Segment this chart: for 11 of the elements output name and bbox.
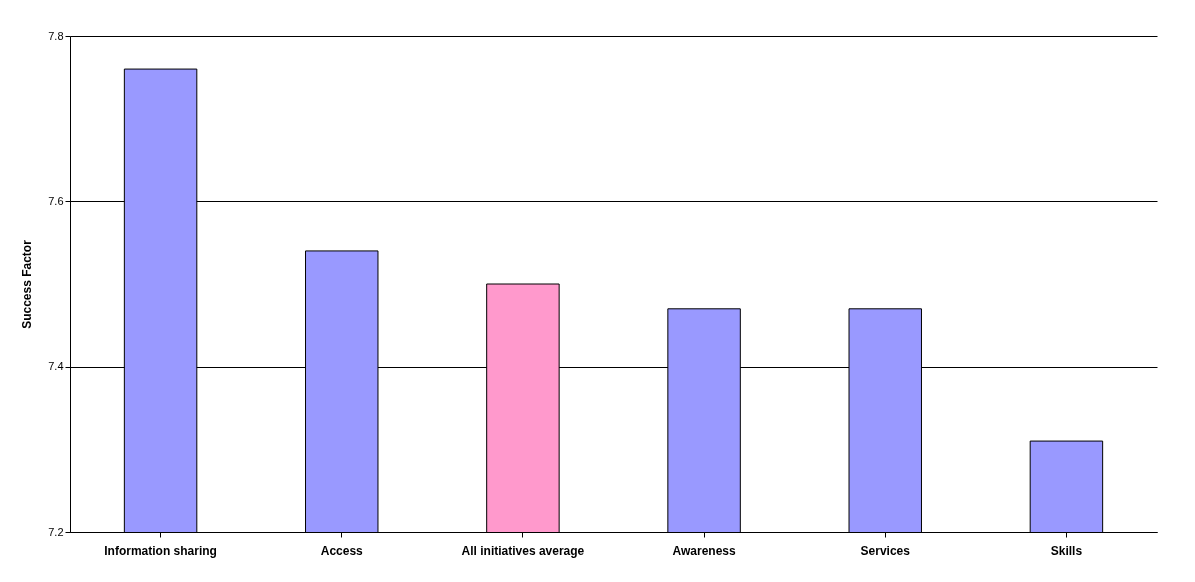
x-tick-label: Information sharing — [104, 543, 217, 558]
y-tick-label: 7.8 — [48, 29, 64, 42]
x-tick-label: Access — [320, 543, 364, 558]
x-tick-label: Services — [860, 543, 911, 558]
y-tick-label: 7.4 — [48, 360, 64, 373]
y-tick-label: 7.6 — [48, 194, 64, 207]
x-tick-label: All initiatives average — [461, 543, 585, 558]
y-axis-title: Success Factor — [20, 239, 35, 329]
x-tick-label: Awareness — [672, 543, 736, 558]
y-tick-label: 7.2 — [48, 525, 64, 538]
x-tick-label: Skills — [1050, 543, 1083, 558]
